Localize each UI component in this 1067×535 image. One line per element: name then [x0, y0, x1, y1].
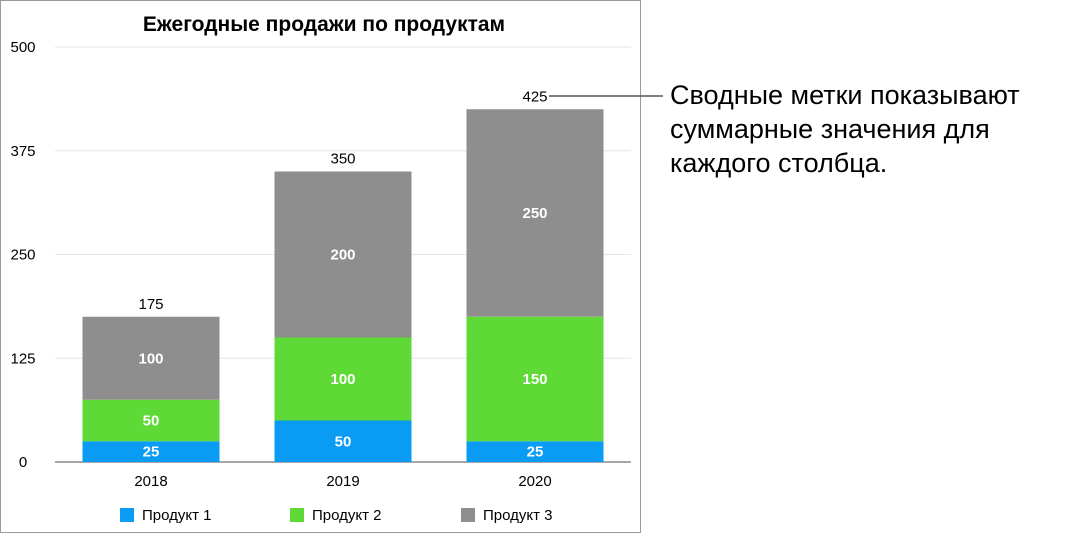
- x-tick-label-2019: 2019: [326, 473, 359, 490]
- chart-title: Ежегодные продажи по продуктам: [143, 13, 505, 36]
- total-label-2018: 175: [138, 296, 163, 313]
- legend-label-1: Продукт 1: [142, 507, 212, 524]
- chart-frame: Ежегодные продажи по продуктам 0 125 250 37…: [0, 0, 641, 533]
- bar-label-2018-series-2: 50: [143, 413, 160, 430]
- x-tick-label-2018: 2018: [134, 473, 167, 490]
- bar-label-2020-series-3: 250: [522, 205, 547, 222]
- bar-2018-series-3: [82, 316, 220, 400]
- total-label-2020: 425: [522, 88, 547, 105]
- x-axis-ticks: 2018 2019 2020: [134, 473, 551, 490]
- bar-label-2020-series-1: 25: [527, 444, 544, 461]
- bar-2020-series-2: [466, 316, 604, 442]
- y-tick-label-250: 250: [10, 247, 35, 264]
- bar-label-2019-series-1: 50: [335, 433, 352, 450]
- bars: 25 50 100 175 50 100 200 350 25 150 250 425: [82, 88, 604, 462]
- legend-swatch-2: [290, 508, 304, 522]
- bar-2019-series-3: [274, 171, 412, 338]
- bar-label-2019-series-2: 100: [330, 371, 355, 388]
- bar-label-2018-series-1: 25: [143, 444, 160, 461]
- bar-label-2018-series-3: 100: [138, 350, 163, 367]
- bar-2018-series-2: [82, 399, 220, 442]
- total-label-2019: 350: [330, 151, 355, 168]
- bar-label-2019-series-3: 200: [330, 247, 355, 264]
- y-tick-label-500: 500: [10, 39, 35, 56]
- x-tick-label-2020: 2020: [518, 473, 551, 490]
- legend-swatch-3: [461, 508, 475, 522]
- legend-label-2: Продукт 2: [312, 507, 382, 524]
- legend-label-3: Продукт 3: [483, 507, 553, 524]
- bar-2020-series-3: [466, 109, 604, 317]
- y-tick-label-0: 0: [19, 454, 27, 471]
- y-axis-ticks: 0 125 250 375 500: [10, 39, 35, 471]
- bar-2019-series-2: [274, 337, 412, 421]
- bar-label-2020-series-2: 150: [522, 371, 547, 388]
- bar-2020-series-1: [466, 441, 604, 462]
- y-tick-label-375: 375: [10, 143, 35, 160]
- legend-swatch-1: [120, 508, 134, 522]
- stacked-bar-chart: Ежегодные продажи по продуктам 0 125 250 37…: [10, 13, 631, 524]
- bar-2018-series-1: [82, 441, 220, 462]
- callout-note: Сводные метки показывают суммарные значе…: [670, 80, 1020, 178]
- legend: Продукт 1 Продукт 2 Продукт 3: [120, 507, 553, 524]
- y-tick-label-125: 125: [10, 350, 35, 367]
- bar-2019-series-1: [274, 420, 412, 462]
